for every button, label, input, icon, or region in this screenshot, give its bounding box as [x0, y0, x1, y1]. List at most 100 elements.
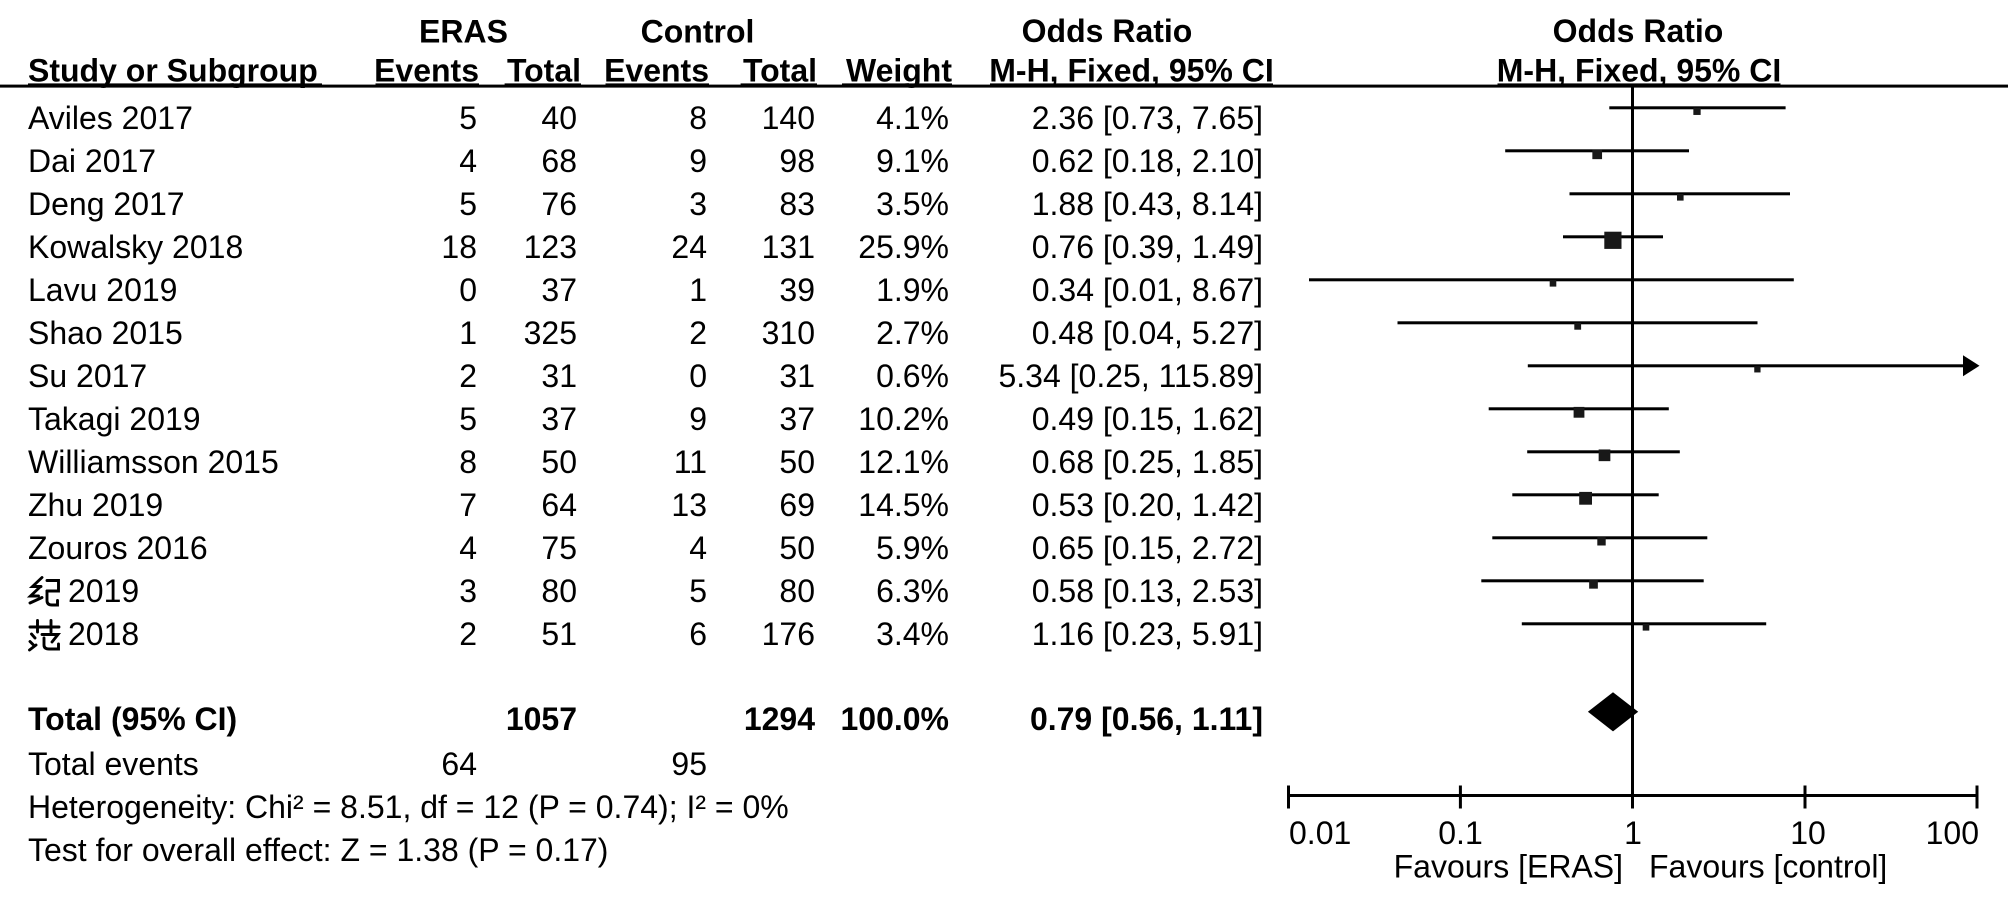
svg-text:Heterogeneity: Chi² = 8.51, df: Heterogeneity: Chi² = 8.51, df = 12 (P =…: [28, 789, 789, 825]
svg-text:Zouros 2016: Zouros 2016: [28, 530, 208, 566]
svg-text:2: 2: [459, 358, 477, 394]
svg-text:0.34 [0.01, 8.67]: 0.34 [0.01, 8.67]: [1032, 272, 1263, 308]
svg-text:0.76 [0.39, 1.49]: 0.76 [0.39, 1.49]: [1032, 229, 1263, 265]
svg-text:5.9%: 5.9%: [876, 530, 949, 566]
svg-text:1057: 1057: [506, 701, 577, 737]
svg-text:37: 37: [541, 401, 577, 437]
svg-text:0.49 [0.15, 1.62]: 0.49 [0.15, 1.62]: [1032, 401, 1263, 437]
svg-text:2019: 2019: [68, 573, 139, 609]
svg-text:24: 24: [671, 229, 707, 265]
svg-text:12.1%: 12.1%: [858, 444, 949, 480]
svg-text:0: 0: [459, 272, 477, 308]
svg-text:98: 98: [779, 143, 815, 179]
svg-text:1: 1: [459, 315, 477, 351]
svg-text:3.4%: 3.4%: [876, 616, 949, 652]
svg-text:95: 95: [671, 746, 707, 782]
svg-text:0.62 [0.18, 2.10]: 0.62 [0.18, 2.10]: [1032, 143, 1263, 179]
svg-text:Control: Control: [641, 14, 755, 50]
svg-text:51: 51: [541, 616, 577, 652]
svg-text:83: 83: [779, 186, 815, 222]
svg-text:0: 0: [689, 358, 707, 394]
svg-text:Total: Total: [743, 53, 817, 89]
svg-text:64: 64: [441, 746, 477, 782]
svg-text:1294: 1294: [744, 701, 815, 737]
svg-text:39: 39: [779, 272, 815, 308]
svg-text:3: 3: [459, 573, 477, 609]
svg-text:31: 31: [779, 358, 815, 394]
svg-text:13: 13: [671, 487, 707, 523]
svg-text:6: 6: [689, 616, 707, 652]
svg-text:10: 10: [1790, 815, 1826, 851]
svg-text:4: 4: [459, 143, 477, 179]
svg-text:64: 64: [541, 487, 577, 523]
svg-text:75: 75: [541, 530, 577, 566]
svg-text:Weight: Weight: [846, 53, 952, 89]
svg-text:0.6%: 0.6%: [876, 358, 949, 394]
svg-text:50: 50: [779, 530, 815, 566]
svg-text:5: 5: [459, 100, 477, 136]
svg-text:8: 8: [459, 444, 477, 480]
svg-text:8: 8: [689, 100, 707, 136]
svg-text:4: 4: [689, 530, 707, 566]
svg-text:Kowalsky 2018: Kowalsky 2018: [28, 229, 243, 265]
svg-text:325: 325: [524, 315, 577, 351]
svg-text:1: 1: [1624, 815, 1642, 851]
svg-text:68: 68: [541, 143, 577, 179]
svg-text:9.1%: 9.1%: [876, 143, 949, 179]
svg-text:25.9%: 25.9%: [858, 229, 949, 265]
svg-text:Favours [ERAS]: Favours [ERAS]: [1394, 849, 1623, 885]
svg-text:Events: Events: [604, 53, 709, 89]
svg-text:37: 37: [779, 401, 815, 437]
svg-text:7: 7: [459, 487, 477, 523]
svg-text:M-H, Fixed, 95% CI: M-H, Fixed, 95% CI: [989, 53, 1274, 89]
svg-text:Su 2017: Su 2017: [28, 358, 147, 394]
svg-text:0.65 [0.15, 2.72]: 0.65 [0.15, 2.72]: [1032, 530, 1263, 566]
svg-text:Aviles 2017: Aviles 2017: [28, 100, 193, 136]
svg-text:Test for overall effect: Z = 1: Test for overall effect: Z = 1.38 (P = 0…: [28, 832, 608, 868]
svg-text:Odds Ratio: Odds Ratio: [1553, 13, 1724, 49]
svg-text:2: 2: [459, 616, 477, 652]
svg-text:0.48 [0.04, 5.27]: 0.48 [0.04, 5.27]: [1032, 315, 1263, 351]
svg-text:M-H, Fixed, 95% CI: M-H, Fixed, 95% CI: [1497, 53, 1782, 89]
svg-text:Zhu 2019: Zhu 2019: [28, 487, 163, 523]
svg-text:9: 9: [689, 401, 707, 437]
svg-text:Deng 2017: Deng 2017: [28, 186, 185, 222]
svg-text:80: 80: [541, 573, 577, 609]
svg-text:Williamsson 2015: Williamsson 2015: [28, 444, 279, 480]
svg-text:31: 31: [541, 358, 577, 394]
svg-text:Takagi 2019: Takagi 2019: [28, 401, 201, 437]
svg-text:6.3%: 6.3%: [876, 573, 949, 609]
svg-text:18: 18: [441, 229, 477, 265]
svg-text:Events: Events: [374, 53, 479, 89]
svg-text:14.5%: 14.5%: [858, 487, 949, 523]
svg-text:ERAS: ERAS: [419, 14, 508, 50]
svg-text:80: 80: [779, 573, 815, 609]
svg-text:0.58 [0.13, 2.53]: 0.58 [0.13, 2.53]: [1032, 573, 1263, 609]
svg-text:100.0%: 100.0%: [840, 701, 949, 737]
svg-text:11: 11: [674, 444, 707, 480]
svg-text:Total: Total: [507, 53, 581, 89]
svg-text:Study or Subgroup: Study or Subgroup: [28, 53, 318, 89]
svg-text:3.5%: 3.5%: [876, 186, 949, 222]
svg-text:9: 9: [689, 143, 707, 179]
svg-text:176: 176: [762, 616, 815, 652]
svg-text:40: 40: [541, 100, 577, 136]
svg-text:50: 50: [541, 444, 577, 480]
svg-text:10.2%: 10.2%: [858, 401, 949, 437]
svg-text:131: 131: [762, 229, 815, 265]
svg-text:0.53 [0.20, 1.42]: 0.53 [0.20, 1.42]: [1032, 487, 1263, 523]
svg-text:Shao 2015: Shao 2015: [28, 315, 183, 351]
svg-text:Total events: Total events: [28, 746, 199, 782]
svg-text:4: 4: [459, 530, 477, 566]
svg-text:Dai 2017: Dai 2017: [28, 143, 156, 179]
svg-text:140: 140: [762, 100, 815, 136]
svg-text:Favours [control]: Favours [control]: [1649, 849, 1887, 885]
svg-text:Odds Ratio: Odds Ratio: [1022, 13, 1193, 49]
svg-text:Total (95% CI): Total (95% CI): [28, 701, 237, 737]
svg-text:Lavu 2019: Lavu 2019: [28, 272, 177, 308]
svg-text:0.1: 0.1: [1438, 815, 1482, 851]
svg-text:2018: 2018: [68, 616, 139, 652]
svg-text:2: 2: [689, 315, 707, 351]
svg-text:2.36 [0.73, 7.65]: 2.36 [0.73, 7.65]: [1032, 100, 1263, 136]
svg-text:5.34 [0.25, 115.89]: 5.34 [0.25, 115.89]: [998, 358, 1263, 394]
